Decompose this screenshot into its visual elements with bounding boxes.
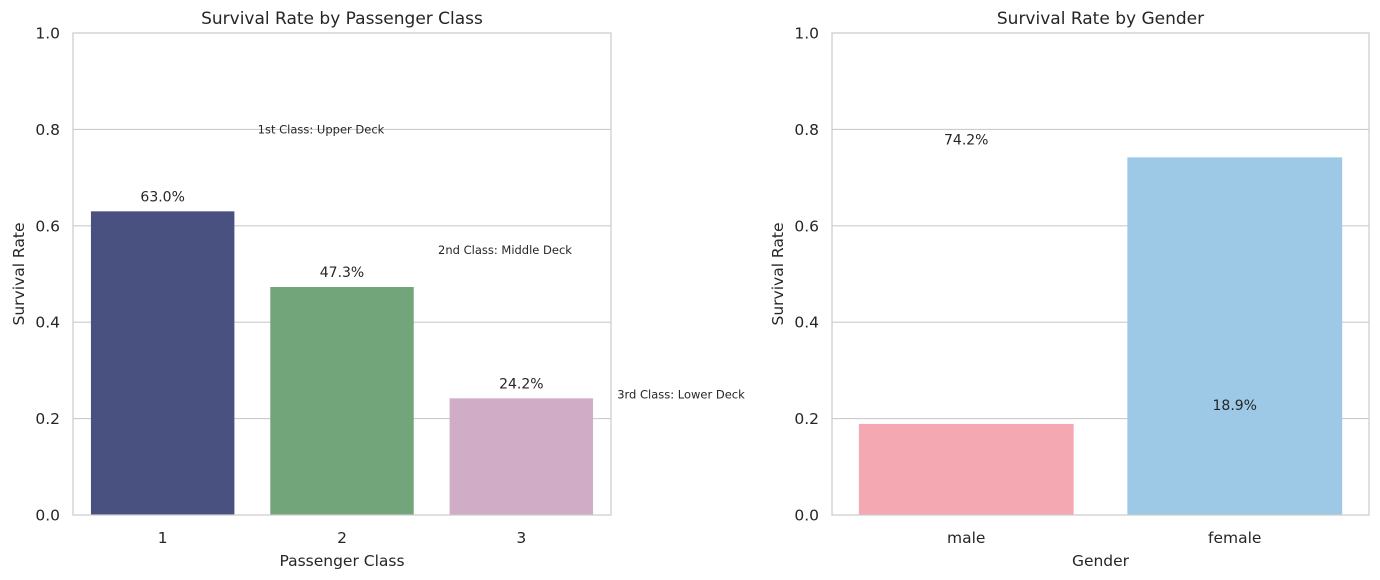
y-tick-label: 0.8 <box>35 121 60 139</box>
bar-male <box>858 423 1074 515</box>
data-label: 18.9% <box>1213 398 1257 414</box>
y-tick-label: 1.0 <box>35 25 60 43</box>
bar-2 <box>270 287 414 515</box>
class-chart-x-axis-label: Passenger Class <box>279 552 404 570</box>
x-tick-label: 1 <box>158 529 168 547</box>
class-chart-title: Survival Rate by Passenger Class <box>201 9 483 29</box>
x-tick-label: male <box>947 529 985 547</box>
y-tick-label: 0.6 <box>35 217 60 235</box>
y-tick-label: 0.4 <box>35 314 60 332</box>
class-chart-annotations: 1st Class: Upper Deck 2nd Class: Middle D… <box>258 122 745 401</box>
y-tick-label: 0.0 <box>35 507 60 525</box>
y-tick-label: 0.4 <box>794 314 819 332</box>
y-tick-label: 0.8 <box>794 121 819 139</box>
gender-chart-x-axis-label: Gender <box>1072 552 1130 570</box>
bar-1 <box>90 211 235 515</box>
data-label: 24.2% <box>499 376 543 392</box>
bar-female <box>1127 157 1343 515</box>
y-tick-label: 1.0 <box>794 25 819 43</box>
x-tick-label: 2 <box>337 529 347 547</box>
class-chart-y-ticks: 0.0 0.2 0.4 0.6 0.8 1.0 <box>35 25 60 525</box>
class-chart-bars <box>90 211 594 515</box>
y-tick-label: 0.2 <box>35 410 60 428</box>
gender-chart-data-labels: 74.2% 18.9% <box>944 133 1257 414</box>
annotation: 2nd Class: Middle Deck <box>438 243 572 257</box>
class-chart-data-labels: 63.0% 47.3% 24.2% <box>140 189 543 392</box>
gender-chart-y-axis-label: Survival Rate <box>769 223 787 326</box>
data-label: 47.3% <box>320 265 364 281</box>
gender-chart-frame <box>831 32 1370 516</box>
y-tick-label: 0.0 <box>794 507 819 525</box>
class-chart-y-axis-label: Survival Rate <box>10 223 28 326</box>
annotation: 1st Class: Upper Deck <box>258 122 385 136</box>
class-chart-x-ticks: 1 2 3 <box>158 529 527 547</box>
annotation: 3rd Class: Lower Deck <box>617 388 745 402</box>
gender-chart-x-ticks: male female <box>947 529 1261 547</box>
class-chart-frame <box>72 32 612 516</box>
gender-chart-title: Survival Rate by Gender <box>997 9 1204 29</box>
gender-chart-y-ticks: 0.0 0.2 0.4 0.6 0.8 1.0 <box>794 25 819 525</box>
bar-3 <box>449 398 594 515</box>
data-label: 63.0% <box>140 189 184 205</box>
gender-chart-bars <box>858 157 1343 515</box>
x-tick-label: female <box>1208 529 1261 547</box>
y-tick-label: 0.2 <box>794 410 819 428</box>
class-survival-chart: 0.0 0.2 0.4 0.6 0.8 1.0 1 2 3 63.0% 47.3% 24.2% 1… <box>10 9 745 570</box>
y-tick-label: 0.6 <box>794 217 819 235</box>
gender-survival-chart: 0.0 0.2 0.4 0.6 0.8 1.0 male female 74.2% 18.9%… <box>769 9 1370 570</box>
data-label: 74.2% <box>944 133 988 149</box>
x-tick-label: 3 <box>516 529 526 547</box>
